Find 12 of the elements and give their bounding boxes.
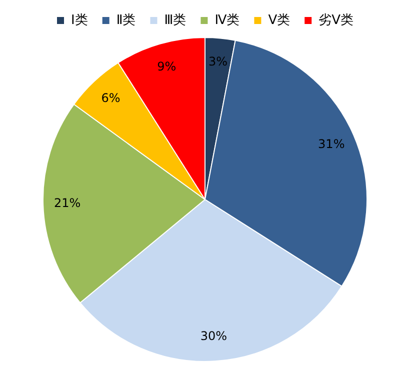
legend-label: Ⅴ类 (268, 12, 290, 28)
data-label: 6% (101, 91, 120, 106)
data-label: 21% (54, 196, 81, 210)
data-label: 30% (200, 329, 227, 344)
legend-label: 劣Ⅴ类 (318, 12, 354, 28)
legend-label: Ⅳ类 (214, 12, 240, 28)
data-label: 31% (318, 136, 345, 151)
legend-label: Ⅱ类 (116, 12, 136, 28)
data-label: 3% (208, 54, 228, 69)
data-label: 9% (157, 59, 176, 74)
legend-label: Ⅰ类 (71, 12, 88, 28)
legend-label: Ⅲ类 (164, 12, 186, 28)
